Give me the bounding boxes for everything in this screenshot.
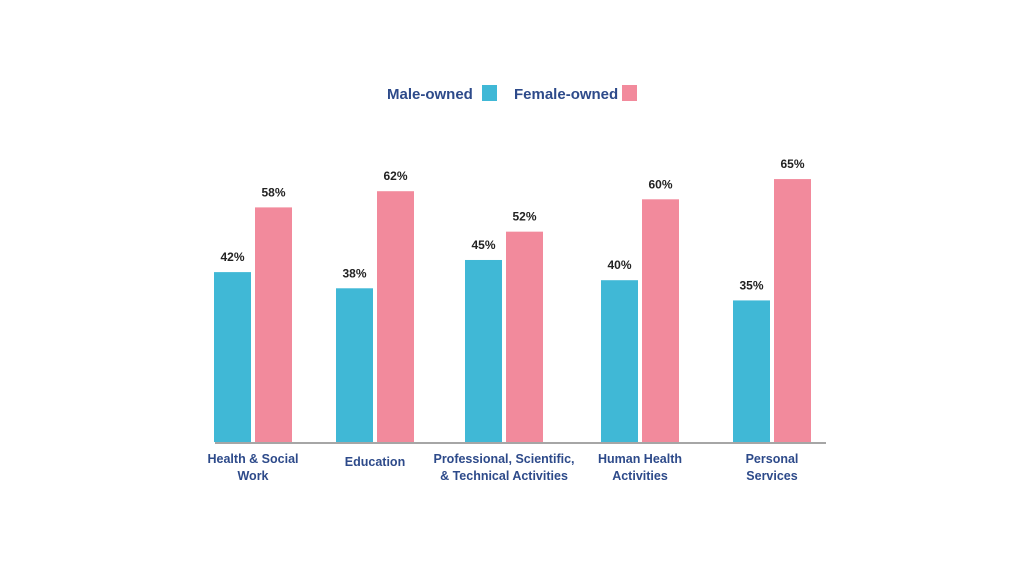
value-label: 45% [471,238,495,252]
legend-swatch [622,85,637,101]
bar-male-owned-1 [336,288,373,442]
bar-female-owned-1 [377,191,414,442]
value-label: 38% [342,266,366,280]
category-label: Services [746,469,797,483]
value-label: 60% [648,177,672,191]
value-label: 40% [607,258,631,272]
value-label: 58% [261,185,285,199]
category-label: Health & Social [208,452,299,466]
legend-label: Male-owned [387,86,473,103]
bar-male-owned-3 [601,280,638,442]
category-label: & Technical Activities [440,469,568,483]
category-label: Activities [612,469,668,483]
bar-male-owned-0 [214,272,251,442]
category-labels: Health & Social Work Education Professional… [208,452,799,483]
bar-male-owned-4 [733,300,770,442]
category-label: Human Health [598,452,682,466]
legend-swatch [482,85,497,101]
category-label: Education [345,455,405,469]
legend-label: Female-owned [514,86,618,103]
value-label: 62% [383,169,407,183]
value-label: 52% [512,210,536,224]
category-label: Personal [746,452,799,466]
legend: Male-owned Female-owned [387,85,637,103]
category-label: Professional, Scientific, [433,452,574,466]
bar-female-owned-0 [255,207,292,442]
category-label: Work [237,469,268,483]
bar-female-owned-2 [506,231,543,442]
bars [214,179,811,442]
bar-female-owned-4 [774,179,811,442]
value-label: 42% [220,250,244,264]
value-label: 65% [780,157,804,171]
bar-male-owned-2 [465,259,502,442]
value-label: 35% [739,278,763,292]
bar-female-owned-3 [642,199,679,442]
value-labels: 42% 38% 45% 40% 35% 58% 62% 52% 60% 65% [220,157,804,292]
